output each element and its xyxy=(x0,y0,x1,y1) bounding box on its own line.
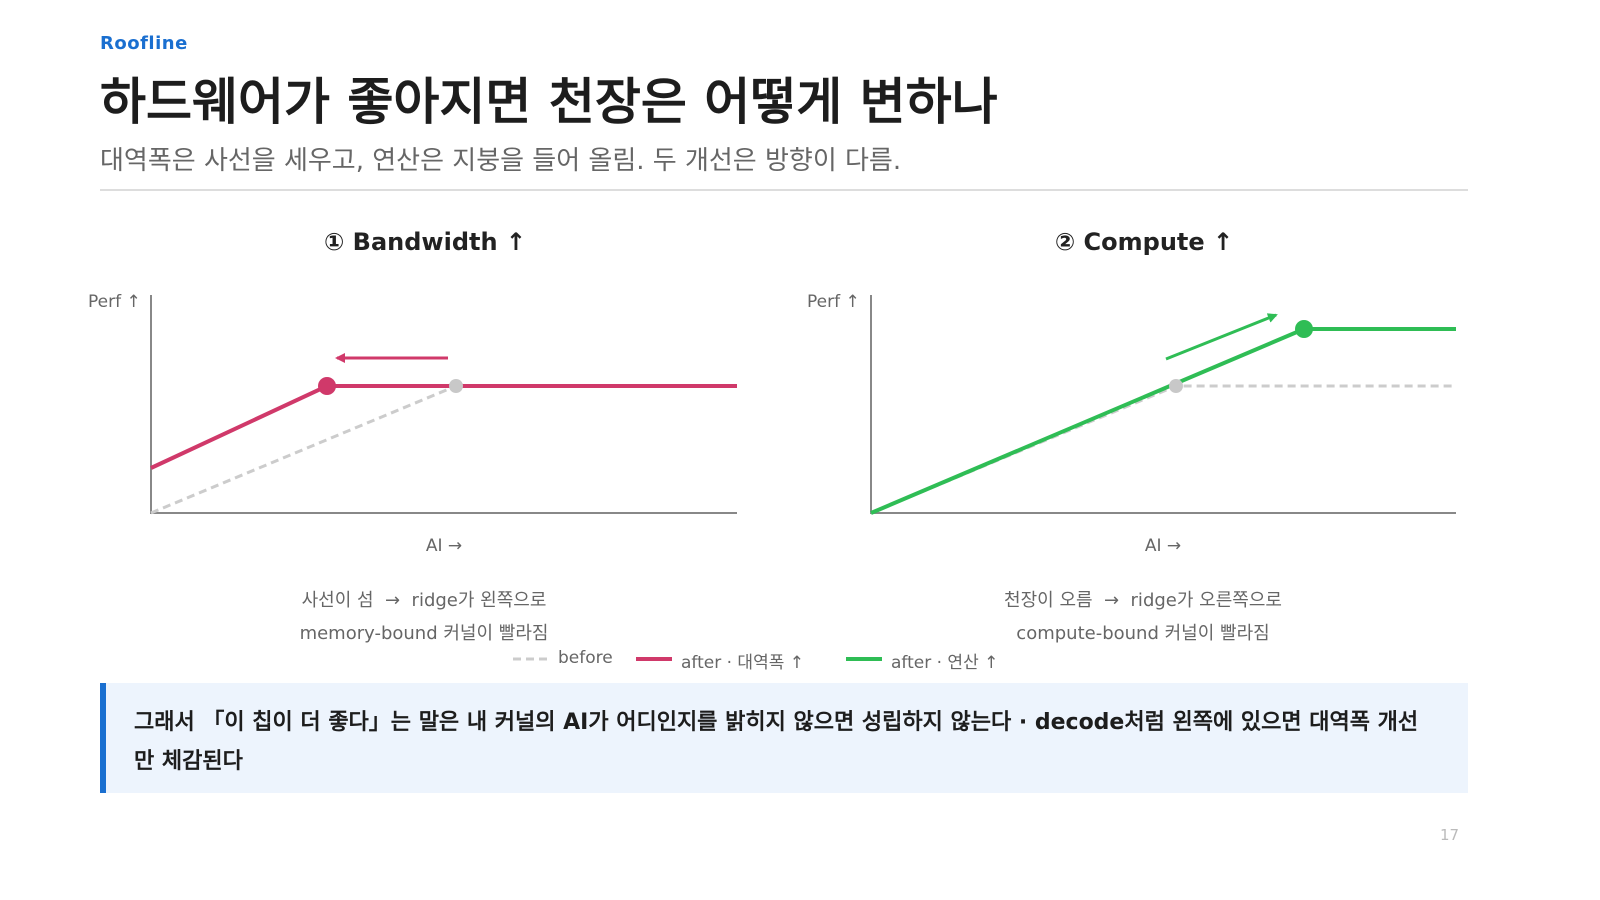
after-line xyxy=(870,327,1456,515)
legend-label: before xyxy=(558,648,613,668)
shift-arrow xyxy=(1165,313,1278,361)
after-ridge xyxy=(1295,320,1313,338)
caption: 천장이 오름 → ridge가 오른쪽으로 xyxy=(1004,590,1282,611)
panel-title: ② Compute ↑ xyxy=(1054,228,1234,256)
callout: 그래서 「이 칩이 더 좋다」는 말은 내 커널의 AI가 어디인지를 밝히지 … xyxy=(100,683,1468,793)
axes xyxy=(150,295,737,514)
before-line xyxy=(870,384,1456,515)
x-label: AI → xyxy=(1144,536,1182,556)
after-line xyxy=(150,384,737,470)
right-chart xyxy=(870,295,1456,515)
before-ridge xyxy=(1169,379,1183,393)
title: 하드웨어가 좋아지면 천장은 어떻게 변하나 xyxy=(100,73,998,131)
after-ridge xyxy=(318,377,336,395)
left-chart xyxy=(150,295,737,515)
panel-title: ① Bandwidth ↑ xyxy=(323,228,527,256)
x-label: AI → xyxy=(425,536,463,556)
legend-label: after · 대역폭 ↑ xyxy=(681,653,804,673)
divider xyxy=(100,189,1468,191)
y-label: Perf ↑ xyxy=(88,292,141,312)
caption: memory-bound 커널이 빨라짐 xyxy=(299,623,549,644)
legend-label: after · 연산 ↑ xyxy=(891,653,999,673)
caption: compute-bound 커널이 빨라짐 xyxy=(1016,623,1270,644)
eyebrow: Roofline xyxy=(100,33,188,54)
subtitle: 대역폭은 사선을 세우고, 연산은 지붕을 들어 올림. 두 개선은 방향이 다… xyxy=(100,146,902,176)
page-number: 17 xyxy=(1440,826,1460,844)
before-ridge xyxy=(449,379,463,393)
caption: 사선이 섬 → ridge가 왼쪽으로 xyxy=(301,590,547,611)
before-line xyxy=(150,384,457,515)
y-label: Perf ↑ xyxy=(807,292,860,312)
